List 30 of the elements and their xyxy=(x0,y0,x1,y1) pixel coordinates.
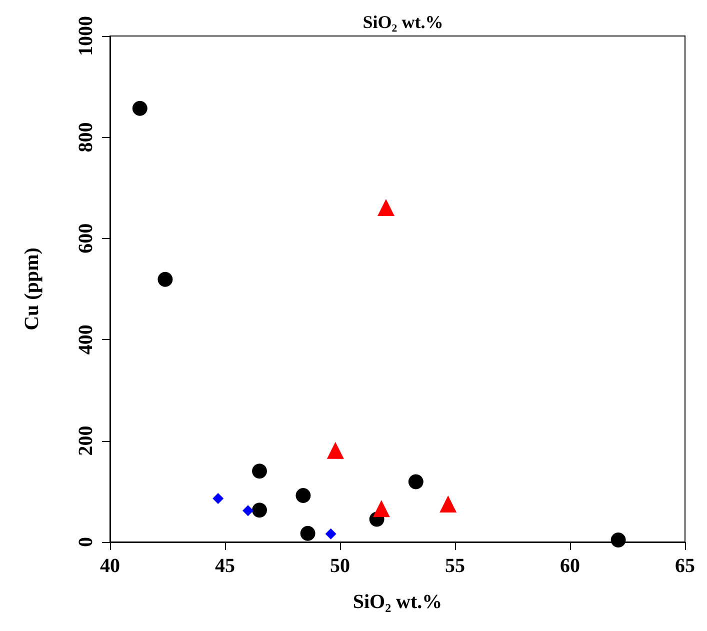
y-tick-label: 1000 xyxy=(75,16,97,56)
point xyxy=(300,526,316,541)
point xyxy=(212,492,224,504)
point xyxy=(440,496,457,513)
point xyxy=(132,100,148,116)
y-axis-title: Cu (ppm) xyxy=(21,248,43,330)
x-tick-label: 55 xyxy=(445,555,465,577)
x-axis-title: SiO₂ wt.% xyxy=(352,591,442,613)
y-tick-label: 600 xyxy=(75,223,97,254)
x-tick-label: 40 xyxy=(100,555,120,577)
chart-title: SiO₂ wt.% xyxy=(362,12,444,32)
y-tick-label: 800 xyxy=(75,122,97,152)
x-tick-label: 50 xyxy=(330,555,350,577)
point xyxy=(378,199,394,216)
point xyxy=(296,488,311,503)
point xyxy=(252,502,267,518)
point xyxy=(610,532,626,548)
point xyxy=(408,474,424,490)
x-tick-label: 60 xyxy=(560,555,580,577)
point xyxy=(252,464,267,479)
point xyxy=(326,442,344,459)
point xyxy=(325,528,336,540)
point xyxy=(242,505,254,516)
y-tick-label: 400 xyxy=(75,324,97,355)
y-tick-label: 0 xyxy=(75,537,97,547)
x-tick-label: 65 xyxy=(675,555,695,577)
point xyxy=(158,272,173,287)
x-tick-label: 45 xyxy=(215,555,235,577)
point xyxy=(372,500,390,518)
y-tick-label: 200 xyxy=(75,426,97,456)
